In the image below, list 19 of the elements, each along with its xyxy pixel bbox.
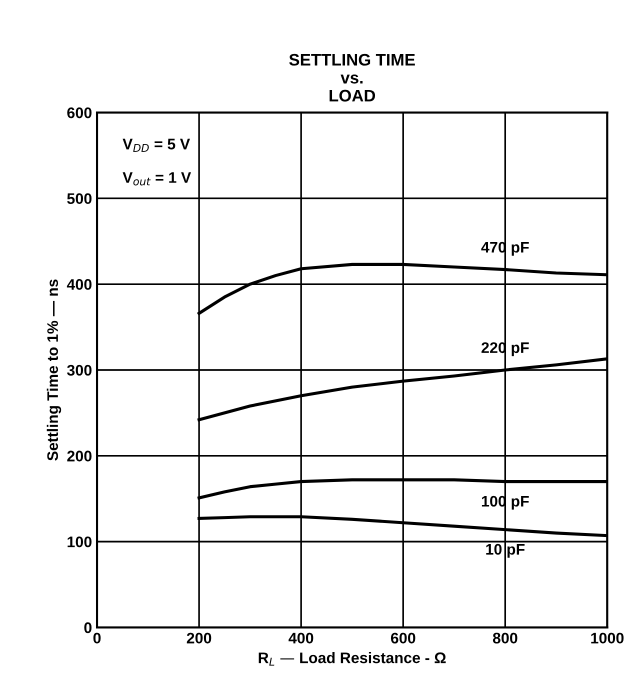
x-tick-label: 600 xyxy=(390,632,416,644)
y-axis-title: Settling Time to 1% — ns xyxy=(46,279,62,461)
y-tick-label: 300 xyxy=(67,364,92,376)
series-label: 10 pF xyxy=(486,544,525,558)
annotation: V$_{DD}$ = 5 V xyxy=(122,138,190,152)
x-axis-title: R$_{L}$ — Load Resistance - Ω xyxy=(258,652,446,666)
chart-title: SETTLING TIME vs. LOAD xyxy=(289,54,415,102)
y-tick-label: 400 xyxy=(66,279,92,290)
y-tick-label: 0 xyxy=(84,622,92,634)
x-tick-label: 400 xyxy=(288,632,314,644)
x-tick-label: 800 xyxy=(492,632,518,644)
y-tick-label: 200 xyxy=(67,450,92,462)
x-tick-label: 1000 xyxy=(591,632,624,644)
y-tick-label: 500 xyxy=(67,193,92,204)
annotation: V$_{out}$ = 1 V xyxy=(122,172,192,186)
x-tick-label: 0 xyxy=(93,632,101,644)
y-tick-label: 600 xyxy=(67,107,92,118)
y-tick-label: 100 xyxy=(68,536,92,548)
x-tick-label: 200 xyxy=(186,632,212,644)
